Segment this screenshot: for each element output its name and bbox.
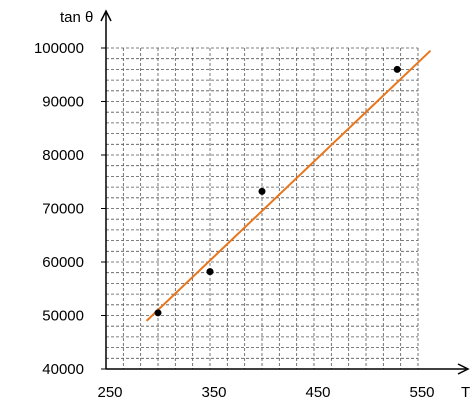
x-tick-label: 450 [305, 384, 330, 401]
y-tick-label: 60000 [42, 254, 84, 271]
grid [105, 47, 419, 370]
y-axis-arrow [100, 9, 112, 22]
data-points [154, 65, 401, 317]
x-tick-label: 250 [97, 384, 122, 401]
y-tick-label: 100000 [34, 40, 84, 57]
fit-line [145, 49, 432, 322]
data-point [154, 309, 162, 317]
y-tick-label: 70000 [42, 201, 84, 218]
x-axis-label: T [461, 384, 470, 401]
tick-labels: 40000 50000 60000 70000 80000 90000 100000 250 3… [34, 40, 435, 401]
x-axis-arrow [457, 363, 470, 375]
x-tick-label: 550 [409, 384, 434, 401]
data-point [206, 268, 214, 276]
data-point [393, 65, 401, 73]
y-tick-label: 90000 [42, 94, 84, 111]
y-tick-label: 80000 [42, 147, 84, 164]
axes [100, 9, 470, 375]
y-axis-label: tan θ [60, 9, 93, 26]
x-tick-label: 350 [201, 384, 226, 401]
data-point [258, 187, 266, 195]
y-tick-label: 40000 [42, 361, 84, 378]
y-tick-label: 50000 [42, 308, 84, 325]
